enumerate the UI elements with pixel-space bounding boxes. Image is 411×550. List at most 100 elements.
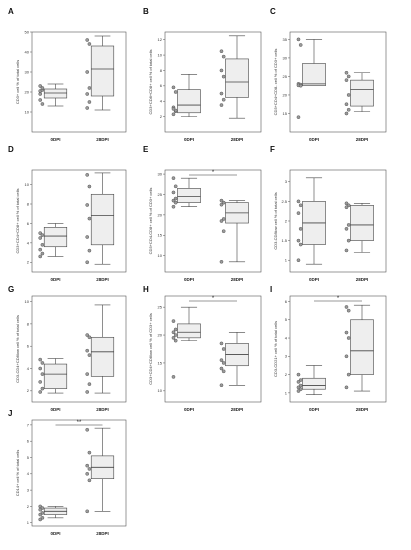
panel-d: D 2 4 6 8 10 CD3+CD4+CD8+ cell % of total cell… — [8, 145, 127, 282]
y-axis-label: CD3-CD8low cell % of total cells — [273, 192, 278, 249]
y-axis-label: CD3+ cell % of total cells — [15, 60, 20, 104]
data-point — [221, 229, 226, 233]
data-point — [38, 507, 43, 512]
box-iqr — [177, 89, 201, 114]
panel-letter: C — [270, 7, 276, 16]
box-iqr — [350, 319, 374, 375]
data-point — [173, 184, 178, 189]
data-point — [40, 233, 45, 237]
data-point — [87, 450, 92, 455]
y-tick-label: 4 — [285, 335, 288, 340]
panel-letter: I — [270, 285, 272, 294]
x-category-label: 0DPI — [50, 137, 60, 142]
data-point — [38, 254, 43, 259]
y-tick-label: 1 — [27, 520, 30, 525]
data-point — [221, 361, 226, 365]
x-category-label: 0DPI — [184, 407, 194, 412]
panel-letter: G — [8, 285, 14, 294]
data-point — [219, 103, 224, 107]
panel-h: H 10 15 20 25 CD3+CD4+CD8low cell % of CD3+ c… — [143, 285, 262, 412]
data-point — [344, 385, 349, 390]
data-point — [221, 347, 226, 351]
data-point — [344, 330, 349, 335]
data-point — [40, 386, 45, 391]
panel-e: E 10 15 20 25 30 CD3+CD4-CD8+ cell % of CD3+ c… — [143, 145, 262, 282]
data-point — [173, 327, 178, 332]
panel-letter: H — [143, 285, 149, 294]
data-point — [346, 223, 351, 227]
x-category-label: 28DPI — [96, 407, 109, 412]
data-point — [38, 84, 43, 88]
data-point — [346, 203, 351, 208]
data-point — [40, 86, 45, 90]
y-tick-label: 2 — [27, 260, 30, 265]
y-tick-label: 2 — [160, 114, 163, 119]
data-point — [221, 97, 226, 102]
axes-frame — [164, 169, 262, 273]
data-point — [296, 238, 301, 243]
data-point — [85, 390, 90, 394]
y-tick-label: 3 — [27, 488, 30, 493]
data-point — [296, 211, 301, 215]
data-point — [171, 319, 176, 323]
y-tick-label: 4 — [160, 99, 163, 104]
data-point — [344, 78, 349, 82]
data-point — [346, 336, 351, 340]
data-point — [87, 100, 92, 104]
y-tick-label: 40 — [25, 49, 30, 54]
data-point — [87, 382, 92, 386]
y-tick-label: 15 — [158, 360, 163, 365]
data-point — [40, 102, 45, 106]
x-category-label: 0DPI — [309, 137, 319, 142]
y-tick-label: 20 — [283, 92, 288, 97]
data-point — [298, 203, 303, 208]
significance-marker: * — [337, 296, 340, 302]
data-point — [298, 227, 303, 231]
data-point — [219, 68, 224, 73]
data-point — [171, 204, 176, 209]
data-point — [85, 260, 90, 265]
y-tick-label: 10 — [158, 388, 163, 393]
data-point — [298, 242, 303, 247]
y-tick-label: 20 — [25, 89, 30, 94]
y-tick-label: 3 — [285, 179, 288, 184]
data-point — [219, 259, 224, 264]
data-point — [85, 348, 90, 353]
data-point — [219, 358, 224, 362]
box-iqr — [43, 363, 68, 389]
data-point — [171, 107, 176, 111]
data-point — [296, 372, 301, 377]
y-tick-label: 10 — [158, 253, 163, 258]
data-point — [171, 330, 176, 335]
y-tick-label: 30 — [25, 69, 30, 74]
data-point — [219, 341, 224, 346]
x-category-label: 28DPI — [96, 277, 109, 282]
data-point — [296, 115, 301, 119]
significance-marker: ** — [77, 420, 82, 426]
y-tick-label: 20 — [158, 212, 163, 217]
box-iqr — [302, 63, 326, 87]
x-category-label: 28DPI — [96, 137, 109, 142]
x-category-label: 28DPI — [356, 407, 369, 412]
data-point — [171, 112, 176, 117]
data-point — [171, 190, 176, 195]
data-point — [85, 463, 90, 468]
data-point — [173, 196, 178, 201]
data-point — [298, 83, 303, 88]
panel-letter: D — [8, 145, 14, 154]
data-point — [87, 216, 92, 221]
y-tick-label: 5 — [285, 317, 288, 322]
data-point — [346, 107, 351, 112]
data-point — [221, 217, 226, 221]
data-point — [344, 205, 349, 210]
data-point — [85, 38, 90, 42]
panel-letter: F — [270, 145, 275, 154]
data-point — [38, 236, 43, 240]
y-tick-label: 25 — [283, 74, 288, 79]
x-category-label: 28DPI — [356, 137, 369, 142]
data-point — [219, 366, 224, 371]
x-category-label: 28DPI — [96, 531, 109, 536]
significance-marker: * — [212, 170, 215, 176]
y-tick-label: 1 — [285, 258, 288, 263]
